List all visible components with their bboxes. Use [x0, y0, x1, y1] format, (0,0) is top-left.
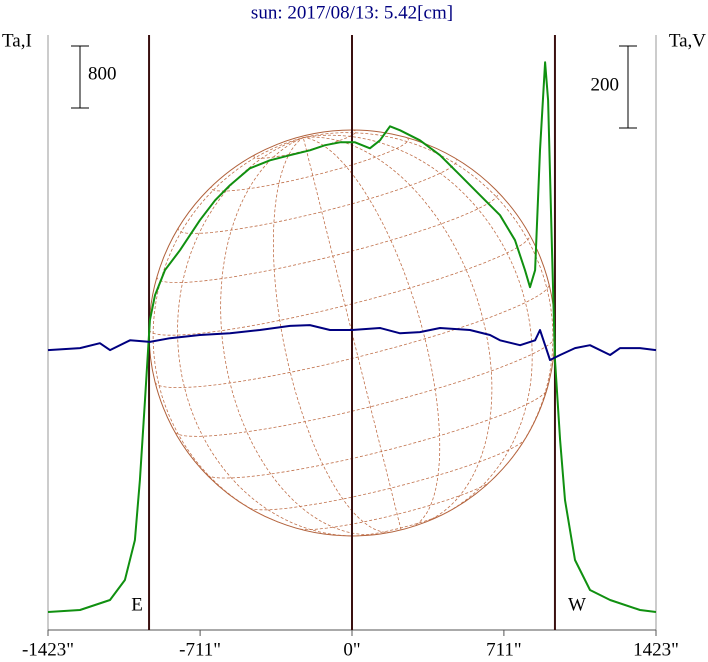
grid-curve	[210, 136, 409, 192]
grid-curve	[303, 136, 493, 522]
grid-curve	[299, 481, 491, 530]
grid-curve	[174, 337, 556, 437]
x-tick-label: 0"	[343, 639, 360, 660]
grid-curve	[273, 137, 391, 533]
limb-label: W	[568, 594, 586, 615]
x-tick-label: -711"	[179, 639, 221, 660]
limb-label: E	[131, 594, 143, 615]
grid-curve	[303, 137, 441, 528]
grid-curve	[152, 137, 304, 523]
solar-disk-grid	[148, 129, 556, 537]
grid-curve	[303, 132, 554, 466]
x-tick-label: 711"	[486, 639, 522, 660]
scale-label: 200	[591, 74, 620, 95]
grid-curve	[355, 513, 445, 537]
grid-curve	[303, 134, 533, 515]
series-line	[47, 61, 657, 613]
chart-title: sun: 2017/08/13: 5.42[cm]	[251, 2, 453, 23]
grid-curve	[154, 283, 550, 388]
grid-curve	[249, 439, 525, 511]
grid-curve	[156, 191, 499, 283]
y-axis-label: Ta,I	[2, 30, 32, 51]
grid-curve	[148, 235, 530, 336]
series-line	[47, 324, 657, 361]
grid-curve	[207, 390, 547, 479]
x-tick-label: 1423"	[633, 639, 679, 660]
x-tick-label: -1423"	[22, 639, 74, 660]
grid-curve	[220, 137, 375, 536]
scale-label: 800	[88, 63, 117, 84]
y2-axis-label: Ta,V	[669, 30, 706, 51]
